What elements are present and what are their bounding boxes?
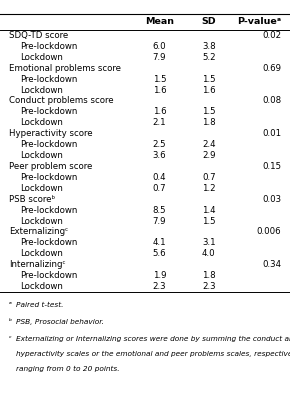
Text: Lockdown: Lockdown: [20, 151, 63, 160]
Text: 1.8: 1.8: [202, 118, 215, 127]
Text: 0.34: 0.34: [262, 260, 281, 269]
Text: 5.2: 5.2: [202, 53, 215, 62]
Text: Lockdown: Lockdown: [20, 216, 63, 226]
Text: 1.4: 1.4: [202, 206, 215, 215]
Text: Pre-lockdown: Pre-lockdown: [20, 140, 78, 149]
Text: Lockdown: Lockdown: [20, 86, 63, 94]
Text: 1.5: 1.5: [202, 75, 215, 84]
Text: Pre-lockdown: Pre-lockdown: [20, 75, 78, 84]
Text: ᵇ: ᵇ: [9, 319, 12, 325]
Text: 0.03: 0.03: [262, 195, 281, 204]
Text: Hyperactivity score: Hyperactivity score: [9, 129, 92, 138]
Text: Conduct problems score: Conduct problems score: [9, 96, 113, 106]
Text: 3.8: 3.8: [202, 42, 215, 51]
Text: 8.5: 8.5: [153, 206, 166, 215]
Text: 2.5: 2.5: [153, 140, 166, 149]
Text: 2.3: 2.3: [202, 282, 215, 291]
Text: 0.4: 0.4: [153, 173, 166, 182]
Text: Lockdown: Lockdown: [20, 249, 63, 258]
Text: 2.4: 2.4: [202, 140, 215, 149]
Text: PSB, Prosocial behavior.: PSB, Prosocial behavior.: [16, 319, 104, 325]
Text: 2.3: 2.3: [153, 282, 166, 291]
Text: Peer problem score: Peer problem score: [9, 162, 92, 171]
Text: Mean: Mean: [145, 18, 174, 26]
Text: 0.02: 0.02: [262, 31, 281, 40]
Text: Externalizing or Internalizing scores were done by summing the conduct and: Externalizing or Internalizing scores we…: [16, 336, 290, 342]
Text: 7.9: 7.9: [153, 53, 166, 62]
Text: 0.7: 0.7: [202, 173, 215, 182]
Text: Internalizingᶜ: Internalizingᶜ: [9, 260, 65, 269]
Text: Lockdown: Lockdown: [20, 53, 63, 62]
Text: SD: SD: [202, 18, 216, 26]
Text: 1.6: 1.6: [153, 107, 166, 116]
Text: ranging from 0 to 20 points.: ranging from 0 to 20 points.: [16, 366, 119, 372]
Text: 7.9: 7.9: [153, 216, 166, 226]
Text: 1.5: 1.5: [202, 107, 215, 116]
Text: 1.8: 1.8: [202, 271, 215, 280]
Text: 1.5: 1.5: [153, 75, 166, 84]
Text: P-valueᵃ: P-valueᵃ: [237, 18, 281, 26]
Text: 0.7: 0.7: [153, 184, 166, 193]
Text: Pre-lockdown: Pre-lockdown: [20, 42, 78, 51]
Text: 0.15: 0.15: [262, 162, 281, 171]
Text: 0.006: 0.006: [257, 228, 281, 236]
Text: Lockdown: Lockdown: [20, 282, 63, 291]
Text: 3.6: 3.6: [153, 151, 166, 160]
Text: ᵃ: ᵃ: [9, 302, 12, 308]
Text: Emotional problems score: Emotional problems score: [9, 64, 121, 73]
Text: 2.1: 2.1: [153, 118, 166, 127]
Text: 1.9: 1.9: [153, 271, 166, 280]
Text: ᶜ: ᶜ: [9, 336, 11, 342]
Text: Pre-lockdown: Pre-lockdown: [20, 173, 78, 182]
Text: SDQ-TD score: SDQ-TD score: [9, 31, 68, 40]
Text: 4.1: 4.1: [153, 238, 166, 247]
Text: 0.08: 0.08: [262, 96, 281, 106]
Text: Lockdown: Lockdown: [20, 184, 63, 193]
Text: Lockdown: Lockdown: [20, 118, 63, 127]
Text: 1.5: 1.5: [202, 216, 215, 226]
Text: 6.0: 6.0: [153, 42, 166, 51]
Text: 0.01: 0.01: [262, 129, 281, 138]
Text: 2.9: 2.9: [202, 151, 215, 160]
Text: 1.6: 1.6: [202, 86, 215, 94]
Text: 4.0: 4.0: [202, 249, 215, 258]
Text: Pre-lockdown: Pre-lockdown: [20, 107, 78, 116]
Text: Paired t-test.: Paired t-test.: [16, 302, 64, 308]
Text: Pre-lockdown: Pre-lockdown: [20, 238, 78, 247]
Text: 0.69: 0.69: [262, 64, 281, 73]
Text: Pre-lockdown: Pre-lockdown: [20, 271, 78, 280]
Text: 5.6: 5.6: [153, 249, 166, 258]
Text: 1.2: 1.2: [202, 184, 215, 193]
Text: 3.1: 3.1: [202, 238, 215, 247]
Text: Pre-lockdown: Pre-lockdown: [20, 206, 78, 215]
Text: hyperactivity scales or the emotional and peer problems scales, respectively,: hyperactivity scales or the emotional an…: [16, 351, 290, 357]
Text: Externalizingᶜ: Externalizingᶜ: [9, 228, 68, 236]
Text: PSB scoreᵇ: PSB scoreᵇ: [9, 195, 55, 204]
Text: 1.6: 1.6: [153, 86, 166, 94]
